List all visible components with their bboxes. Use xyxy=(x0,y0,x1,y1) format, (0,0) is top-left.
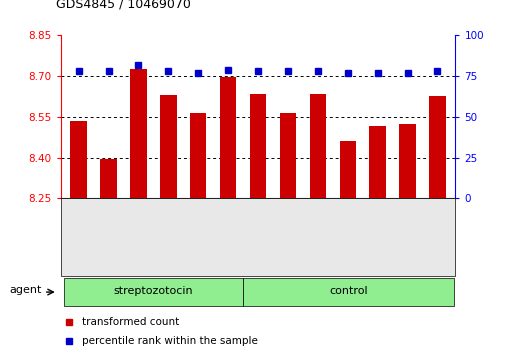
Bar xyxy=(70,121,87,198)
Text: transformed count: transformed count xyxy=(82,318,179,327)
Text: GSM978547: GSM978547 xyxy=(223,200,232,248)
Text: GSM978544: GSM978544 xyxy=(134,200,143,248)
Bar xyxy=(309,94,325,198)
Text: GSM978535: GSM978535 xyxy=(253,200,262,248)
Bar xyxy=(64,278,242,306)
Bar xyxy=(339,141,356,198)
Bar xyxy=(369,126,385,198)
Bar xyxy=(220,78,236,198)
Bar xyxy=(160,95,176,198)
Text: GSM978538: GSM978538 xyxy=(342,200,351,248)
Bar xyxy=(428,97,445,198)
Text: streptozotocin: streptozotocin xyxy=(114,286,193,296)
Bar xyxy=(242,278,453,306)
Text: GSM978541: GSM978541 xyxy=(432,200,441,248)
Text: GSM978540: GSM978540 xyxy=(402,200,411,248)
Bar xyxy=(398,124,415,198)
Text: GDS4845 / 10469070: GDS4845 / 10469070 xyxy=(56,0,190,11)
Text: percentile rank within the sample: percentile rank within the sample xyxy=(82,336,258,346)
Text: agent: agent xyxy=(9,285,41,296)
Bar xyxy=(190,113,206,198)
Text: control: control xyxy=(329,286,367,296)
Text: GSM978545: GSM978545 xyxy=(164,200,173,248)
Text: GSM978536: GSM978536 xyxy=(283,200,292,248)
Text: GSM978537: GSM978537 xyxy=(313,200,322,248)
Bar xyxy=(279,113,295,198)
Text: GSM978542: GSM978542 xyxy=(74,200,83,248)
Text: GSM978543: GSM978543 xyxy=(104,200,113,248)
Text: GSM978539: GSM978539 xyxy=(372,200,381,248)
Bar xyxy=(100,159,117,198)
Bar xyxy=(249,94,266,198)
Text: GSM978546: GSM978546 xyxy=(193,200,203,248)
Bar xyxy=(130,69,146,198)
